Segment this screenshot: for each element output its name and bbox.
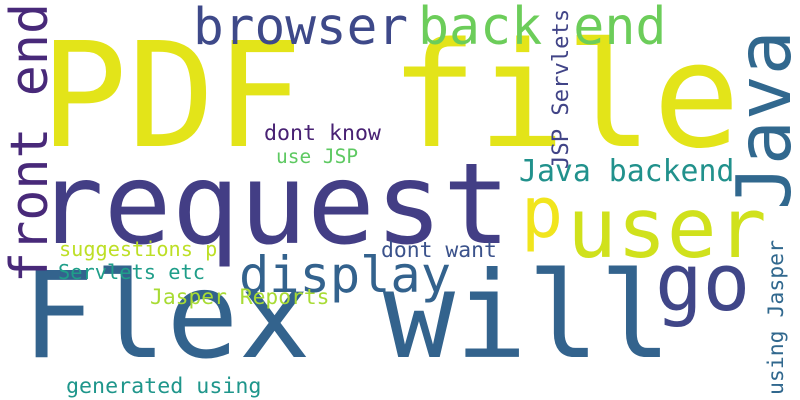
word-browser: browser [193,2,408,53]
word-java-backend: Java backend [519,157,734,187]
word-generated-using: generated using [66,376,261,398]
word-dont-want: dont want [381,240,497,261]
word-front-end: front end [5,3,57,283]
word-jasper-reports: Jasper Reports [150,287,330,308]
word-go: go [655,244,750,323]
word-servlets-etc: Servlets etc [58,262,205,282]
word-back-end: back end [418,2,666,54]
word-using-jasper: using Jasper [766,240,787,395]
word-use-jsp: use JSP [276,147,358,166]
word-suggestions-p: suggestions p [59,239,217,259]
word-jsp-servlets: JSP Servlets [550,9,572,169]
word-dont-know: dont know [264,123,381,145]
